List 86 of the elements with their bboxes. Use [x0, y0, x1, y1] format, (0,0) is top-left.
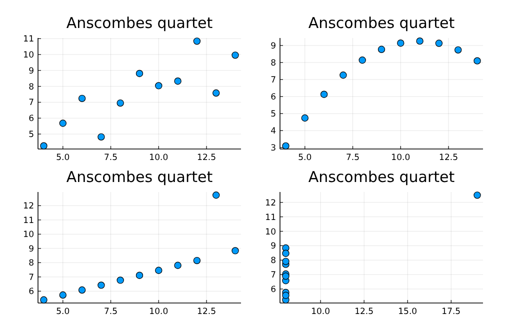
point [282, 292, 290, 299]
x-tick-label: 10.0 [391, 153, 410, 163]
y-tick-label: 8 [270, 58, 276, 69]
y-tick-label: 10 [265, 227, 276, 238]
point [78, 94, 86, 102]
y-tick-label: 8 [270, 256, 276, 266]
chart-title: Anscombes quartet [308, 168, 455, 186]
y-tick-label: 6 [270, 92, 276, 103]
point [320, 90, 328, 98]
point [59, 120, 66, 127]
y-tick-label: 6 [28, 114, 34, 124]
y-tick-label: 5 [28, 130, 34, 140]
y-tick-label: 8 [28, 258, 34, 269]
point [435, 40, 443, 47]
y-tick-label: 3 [270, 144, 276, 154]
y-tick-label: 8 [28, 82, 34, 92]
x-tick-label: 12.5 [197, 307, 216, 317]
point [59, 291, 66, 299]
point [116, 99, 124, 107]
x-tick-label: 7.5 [104, 153, 118, 163]
point [116, 276, 124, 284]
point [193, 256, 201, 264]
y-tick-label: 7 [28, 98, 34, 108]
y-tick-label: 11 [265, 212, 276, 223]
x-tick-label: 7.5 [346, 153, 360, 163]
y-tick-label: 11 [23, 34, 34, 45]
x-tick-label: 17.5 [442, 307, 461, 317]
y-tick-label: 9 [28, 66, 34, 76]
point [136, 272, 144, 279]
point [232, 247, 239, 254]
chart-title: Anscombes quartet [66, 168, 213, 186]
point [174, 77, 182, 85]
x-tick-label: 5.0 [298, 153, 312, 163]
chart-title: Anscombes quartet [308, 14, 455, 32]
y-tick-label: 7 [28, 272, 34, 283]
y-tick-label: 9 [270, 41, 276, 52]
y-tick-label: 9 [270, 242, 276, 252]
point [454, 46, 462, 54]
y-tick-label: 12 [23, 202, 34, 212]
x-tick-label: 15.0 [398, 307, 418, 317]
x-tick-label: 10.0 [149, 153, 168, 163]
point [193, 38, 201, 45]
y-tick-label: 9 [28, 244, 34, 254]
chart-title: Anscombes quartet [66, 14, 213, 32]
x-tick-label: 12.5 [197, 153, 216, 163]
point [212, 192, 220, 199]
y-tick-label: 7 [270, 270, 276, 281]
y-tick-label: 10 [23, 230, 34, 240]
point [340, 72, 347, 79]
x-tick-label: 5.0 [56, 307, 70, 317]
point [416, 37, 424, 45]
point [358, 56, 366, 64]
x-tick-label: 12.5 [354, 307, 374, 317]
x-tick-label: 10.0 [311, 307, 330, 317]
point [397, 40, 404, 47]
point [282, 250, 290, 257]
x-tick-label: 10.0 [149, 307, 168, 317]
point [232, 52, 239, 59]
y-tick-label: 6 [28, 287, 34, 298]
point [174, 262, 182, 269]
point [378, 46, 386, 54]
point [155, 266, 162, 274]
y-tick-label: 5 [270, 110, 276, 120]
y-tick-label: 7 [270, 76, 276, 86]
point [282, 142, 290, 150]
point [301, 114, 308, 122]
x-tick-label: 5.0 [56, 153, 70, 163]
point [40, 142, 48, 150]
point [282, 258, 290, 266]
point [78, 286, 86, 294]
point [98, 133, 105, 141]
x-tick-label: 12.5 [439, 153, 458, 163]
y-tick-label: 4 [270, 126, 276, 137]
point [155, 82, 162, 90]
point [474, 192, 481, 199]
x-tick-label: 7.5 [104, 307, 118, 317]
point [98, 282, 105, 289]
point [212, 89, 220, 97]
point [474, 57, 481, 64]
y-tick-label: 12 [265, 198, 276, 208]
point [136, 70, 144, 78]
y-tick-label: 6 [270, 285, 276, 295]
y-tick-label: 10 [23, 50, 34, 61]
y-tick-label: 11 [23, 216, 34, 226]
point [282, 272, 290, 280]
point [40, 296, 48, 304]
